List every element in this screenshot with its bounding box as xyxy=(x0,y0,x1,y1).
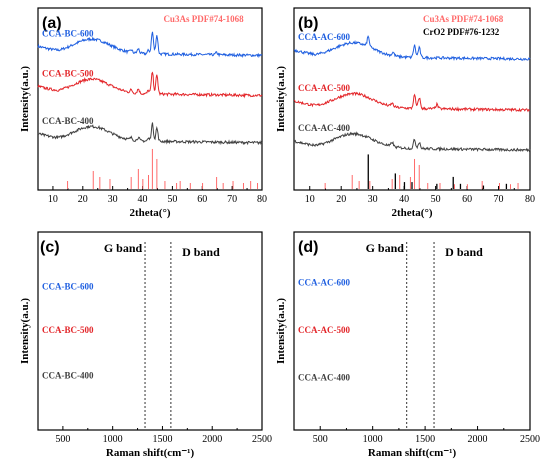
x-tick-label: 20 xyxy=(336,194,346,205)
x-tick-label: 30 xyxy=(108,194,118,205)
x-tick-label: 40 xyxy=(138,194,148,205)
chart-panel-0: 10 20 30 40 50 60 70 80 2theta(°) Intensity(a.u.)… xyxy=(19,7,267,219)
panel-label: (c) xyxy=(40,239,60,256)
x-tick-label: 500 xyxy=(55,434,70,445)
x-tick-label: 60 xyxy=(197,194,207,205)
plot-frame xyxy=(293,231,531,431)
x-tick-label: 2500 xyxy=(252,434,272,445)
chart-panel-1: 10 20 30 40 50 60 70 80 2theta(°) Intensity(a.u.)… xyxy=(275,7,535,219)
series-label: CCA-BC-400 xyxy=(42,371,94,381)
reference-label: Cu3As PDF#74-1068 xyxy=(423,14,504,24)
y-axis-label: Intensity(a.u.) xyxy=(19,298,31,364)
series-line xyxy=(37,71,263,99)
chart-panel-3: 500 1000 1500 2000 2500 Raman shift(cm⁻¹) Inte… xyxy=(275,232,540,459)
x-tick-label: 20 xyxy=(78,194,88,205)
series-line xyxy=(293,131,531,153)
x-tick-label: 50 xyxy=(431,194,441,205)
x-tick-label: 70 xyxy=(227,194,237,205)
plot-frame xyxy=(37,231,263,431)
band-label: G band xyxy=(104,241,143,255)
y-axis-label: Intensity(a.u.) xyxy=(19,66,31,132)
x-tick-label: 2500 xyxy=(520,434,540,445)
x-tick-label: 1500 xyxy=(415,434,435,445)
panel-label: (a) xyxy=(42,15,62,32)
x-tick-label: 1500 xyxy=(152,434,172,445)
x-tick-label: 60 xyxy=(462,194,472,205)
series-line xyxy=(293,35,531,62)
series-label: CCA-AC-500 xyxy=(298,325,350,335)
series-label: CCA-AC-400 xyxy=(298,123,350,133)
x-axis-label: Raman shift(cm⁻¹) xyxy=(106,447,195,459)
reference-label: Cu3As PDF#74-1068 xyxy=(163,14,244,24)
reference-label: CrO2 PDF#76-1232 xyxy=(423,27,500,37)
y-axis-label: Intensity(a.u.) xyxy=(275,298,287,364)
x-tick-label: 500 xyxy=(313,434,328,445)
series-label: CCA-BC-400 xyxy=(42,116,94,126)
series-label: CCA-BC-500 xyxy=(42,68,94,78)
y-axis-label: Intensity(a.u.) xyxy=(275,66,287,132)
x-axis-label: Raman shift(cm⁻¹) xyxy=(368,447,457,459)
x-tick-label: 80 xyxy=(525,194,535,205)
x-tick-label: 2000 xyxy=(202,434,222,445)
series-line xyxy=(293,91,531,113)
series-label: CCA-AC-600 xyxy=(298,277,350,287)
series-label: CCA-BC-500 xyxy=(42,325,94,335)
x-tick-label: 70 xyxy=(494,194,504,205)
series-label: CCA-AC-500 xyxy=(298,83,350,93)
plot-frame xyxy=(293,7,531,191)
series-line xyxy=(37,31,263,59)
panel-label: (b) xyxy=(298,15,318,32)
series-label: CCA-BC-600 xyxy=(42,281,94,291)
band-label: G band xyxy=(366,241,405,255)
series-label: CCA-AC-600 xyxy=(298,32,350,42)
x-tick-label: 10 xyxy=(305,194,315,205)
x-tick-label: 1000 xyxy=(363,434,383,445)
x-tick-label: 30 xyxy=(368,194,378,205)
x-tick-label: 40 xyxy=(399,194,409,205)
x-axis-label: 2theta(°) xyxy=(129,207,170,219)
x-tick-label: 50 xyxy=(167,194,177,205)
x-axis-label: 2theta(°) xyxy=(391,207,432,219)
x-tick-label: 1000 xyxy=(103,434,123,445)
x-tick-label: 2000 xyxy=(468,434,488,445)
band-label: D band xyxy=(445,245,483,259)
series-label: CCA-BC-600 xyxy=(42,28,94,38)
series-label: CCA-AC-400 xyxy=(298,372,350,382)
x-tick-label: 10 xyxy=(48,194,58,205)
series-line xyxy=(37,122,263,146)
plot-frame xyxy=(37,7,263,191)
x-tick-label: 80 xyxy=(257,194,267,205)
chart-panel-2: 500 1000 1500 2000 2500 Raman shift(cm⁻¹) Inte… xyxy=(19,232,272,459)
panel-label: (d) xyxy=(298,239,318,256)
band-label: D band xyxy=(182,245,220,259)
